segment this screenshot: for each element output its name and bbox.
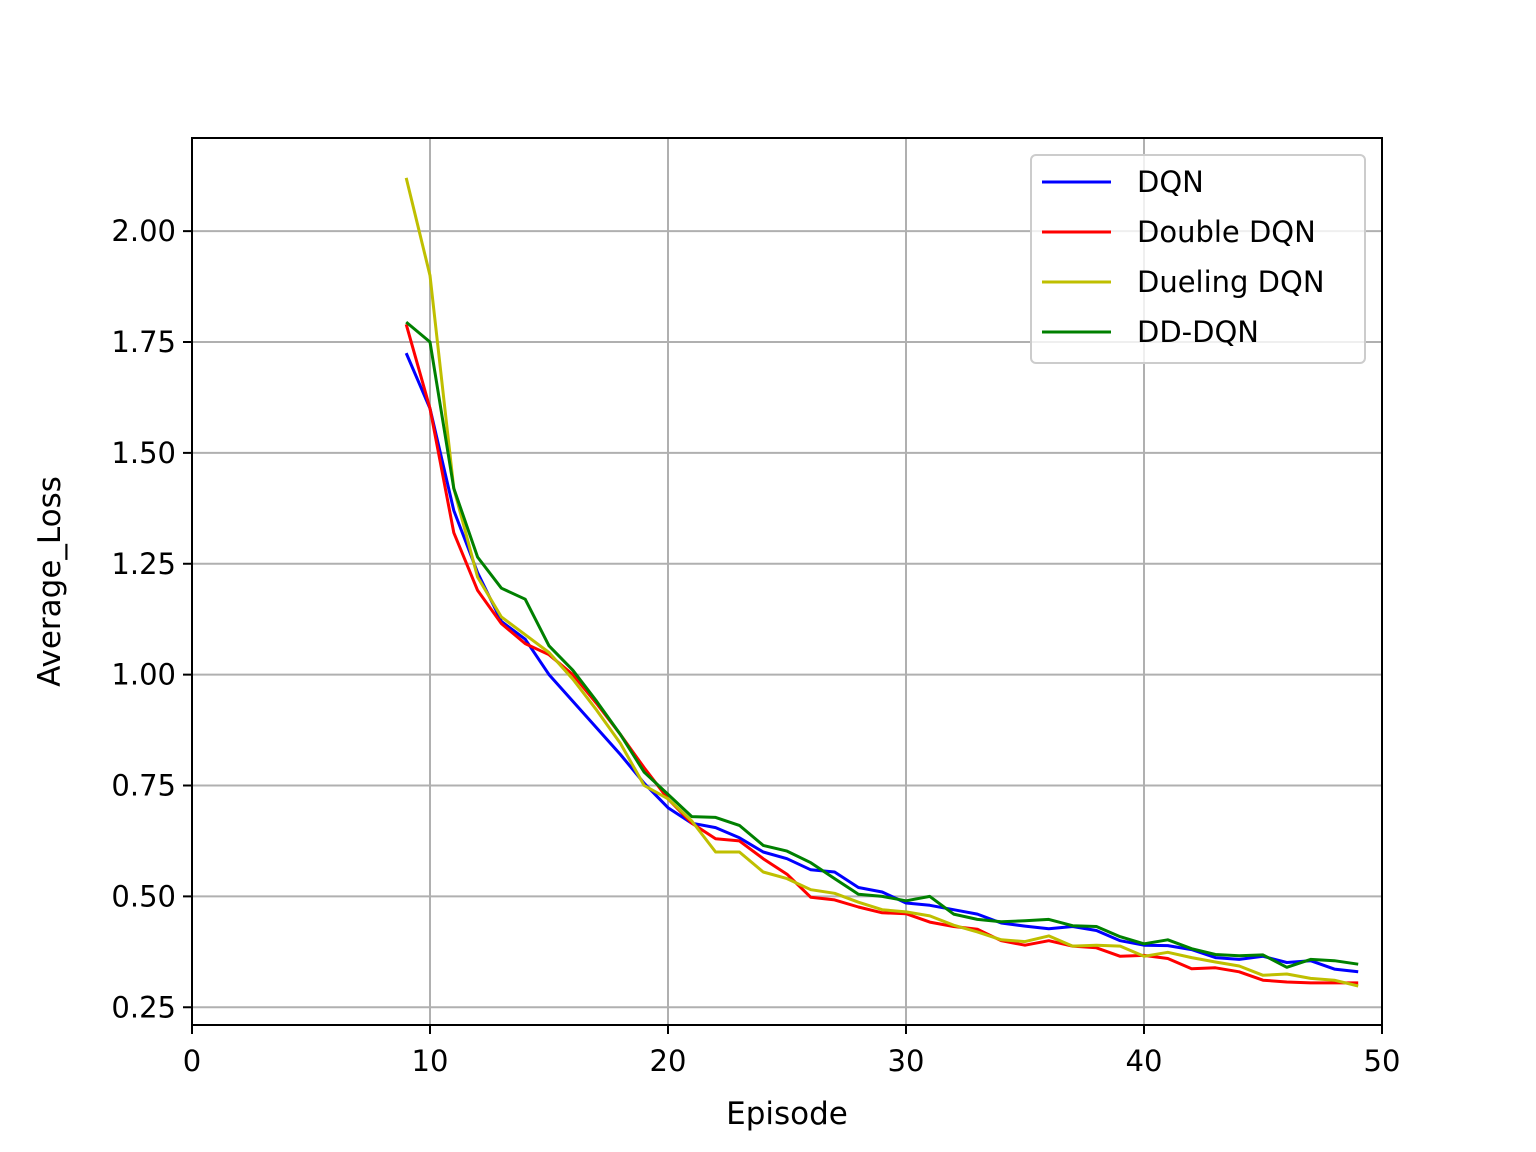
y-tick-label: 1.75	[111, 325, 176, 359]
y-tick-label: 1.50	[111, 436, 176, 470]
y-axis-ticks: 0.25 0.50 0.75 1.00 1.25 1.50 1.75 2.00	[111, 214, 192, 1024]
plot-frame	[191, 137, 1383, 1026]
x-tick-label: 30	[888, 1044, 925, 1078]
y-axis-label: Average_Loss	[32, 476, 68, 687]
legend-label: Double DQN	[1137, 215, 1316, 249]
y-tick-label: 0.75	[111, 769, 176, 803]
series-line-2	[404, 177, 1359, 988]
series-line-1	[404, 323, 1359, 985]
legend-label: DQN	[1137, 165, 1204, 199]
series-line-0	[404, 352, 1359, 974]
y-tick-label: 0.25	[111, 990, 176, 1024]
x-tick-label: 10	[412, 1044, 449, 1078]
y-tick-label: 2.00	[111, 214, 176, 248]
series-line-3	[405, 320, 1359, 969]
legend-box	[1030, 154, 1366, 364]
x-tick-label: 50	[1364, 1044, 1401, 1078]
legend: DQN Double DQN Dueling DQN DD-DQN	[1030, 154, 1366, 364]
x-axis-ticks: 0 10 20 30 40 50	[183, 1025, 1401, 1078]
legend-label: Dueling DQN	[1137, 265, 1325, 299]
x-tick-label: 0	[183, 1044, 201, 1078]
y-tick-label: 1.25	[111, 547, 176, 581]
legend-label: DD-DQN	[1137, 315, 1259, 349]
series-lines	[404, 177, 1359, 988]
y-tick-label: 0.50	[111, 879, 176, 913]
y-tick-label: 1.00	[111, 658, 176, 692]
x-tick-label: 40	[1126, 1044, 1163, 1078]
x-tick-label: 20	[650, 1044, 687, 1078]
x-axis-label: Episode	[726, 1096, 848, 1132]
